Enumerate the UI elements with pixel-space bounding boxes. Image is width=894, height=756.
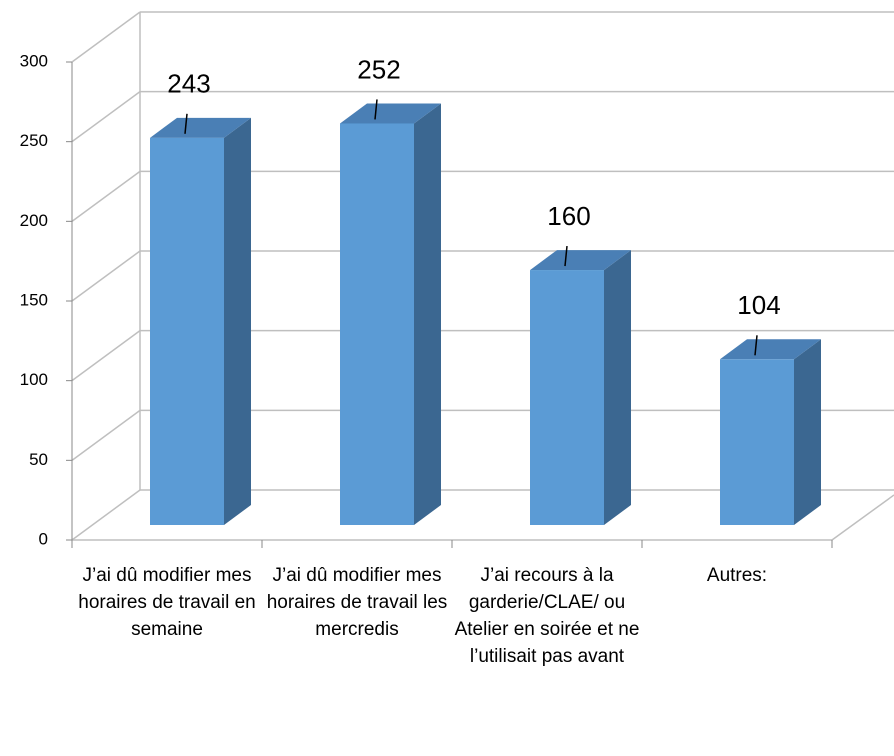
label-leader [374, 99, 378, 120]
bar [530, 270, 604, 525]
label-leader [184, 113, 188, 134]
value-label: 252 [357, 54, 400, 84]
y-tick-label: 150 [20, 290, 48, 309]
label-leader [754, 335, 758, 356]
y-tick-label: 100 [20, 370, 48, 389]
y-tick-label: 0 [39, 529, 48, 548]
x-tick-label: J’ai dû modifier mes horaires de travail… [266, 565, 448, 640]
bar [720, 359, 794, 525]
x-tick-label: Autres: [706, 565, 768, 586]
grid-line-side [71, 330, 141, 382]
grid-line-side [71, 250, 141, 302]
x-tick-label: J’ai dû modifier mes horaires de travail… [78, 565, 256, 640]
bar-side [604, 250, 631, 526]
grid-line-side [71, 409, 141, 461]
label-leader [564, 245, 568, 267]
value-label: 104 [737, 290, 780, 320]
value-label: 160 [547, 201, 590, 231]
y-tick-label: 50 [29, 450, 48, 469]
bar [340, 123, 414, 525]
value-label: 243 [167, 69, 210, 99]
grid-line-side [71, 489, 141, 541]
grid-line-side [71, 91, 141, 143]
grid-line-side [71, 170, 141, 222]
bar-top [340, 103, 441, 124]
floor-right [831, 494, 894, 541]
bar-side [224, 117, 251, 525]
y-tick-label: 300 [20, 51, 48, 70]
grid-line-side [71, 11, 141, 63]
y-tick-label: 200 [20, 211, 48, 230]
bar-side [794, 339, 821, 525]
y-tick-label: 250 [20, 131, 48, 150]
bar [150, 137, 224, 525]
bar-top [720, 339, 821, 360]
x-tick-label: J’ai recours à la garderie/CLAE/ ou Atel… [454, 565, 640, 667]
bar-top [530, 250, 631, 271]
bar-top [150, 117, 251, 138]
bar-side [414, 103, 441, 525]
